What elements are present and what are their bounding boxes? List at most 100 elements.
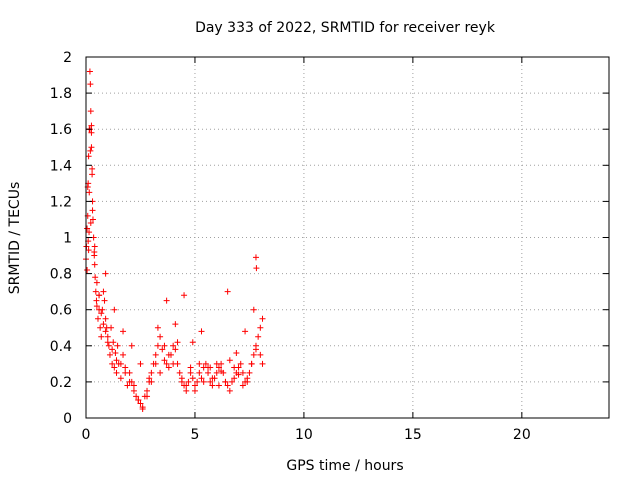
data-point bbox=[94, 315, 101, 322]
data-point bbox=[137, 400, 144, 407]
data-point bbox=[189, 375, 196, 382]
data-point bbox=[85, 247, 92, 254]
data-point bbox=[189, 339, 196, 346]
data-point bbox=[161, 357, 168, 364]
data-point bbox=[196, 360, 203, 367]
y-tick-label: 1.4 bbox=[50, 158, 72, 174]
data-point bbox=[84, 225, 91, 232]
data-point bbox=[102, 328, 109, 335]
data-point bbox=[88, 129, 95, 136]
chart-title: Day 333 of 2022, SRMTID for receiver rey… bbox=[195, 20, 496, 36]
data-point bbox=[198, 375, 205, 382]
x-axis-title: GPS time / hours bbox=[286, 458, 403, 474]
y-tick-label: 1.6 bbox=[50, 122, 72, 138]
data-point bbox=[105, 342, 112, 349]
x-axis-ticks: 0 5 10 15 20 bbox=[82, 57, 531, 443]
data-point bbox=[111, 364, 118, 371]
data-point bbox=[152, 360, 159, 367]
data-point bbox=[183, 387, 190, 394]
data-point bbox=[104, 339, 111, 346]
data-point bbox=[117, 360, 124, 367]
data-point bbox=[209, 375, 216, 382]
x-tick-label: 0 bbox=[82, 427, 91, 443]
data-point bbox=[248, 360, 255, 367]
data-point bbox=[191, 382, 198, 389]
data-point bbox=[209, 382, 216, 389]
data-point bbox=[196, 369, 203, 376]
data-point bbox=[207, 364, 214, 371]
data-point bbox=[108, 324, 115, 331]
data-point bbox=[88, 122, 95, 129]
data-point bbox=[120, 351, 127, 358]
data-point bbox=[163, 297, 170, 304]
data-point bbox=[235, 371, 242, 378]
data-point bbox=[113, 369, 120, 376]
data-point bbox=[205, 369, 212, 376]
data-point bbox=[87, 147, 94, 154]
data-point bbox=[130, 387, 137, 394]
data-point bbox=[255, 333, 262, 340]
data-point bbox=[133, 393, 140, 400]
data-point bbox=[246, 369, 253, 376]
y-tick-label: 0.4 bbox=[50, 339, 72, 355]
data-point bbox=[146, 375, 153, 382]
data-point bbox=[172, 321, 179, 328]
data-point bbox=[91, 261, 98, 268]
data-point bbox=[237, 360, 244, 367]
data-point bbox=[89, 207, 96, 214]
data-point bbox=[157, 333, 164, 340]
data-point bbox=[111, 306, 118, 313]
data-point bbox=[194, 378, 201, 385]
y-tick-label: 0 bbox=[63, 411, 72, 427]
data-point bbox=[218, 368, 225, 375]
data-point bbox=[183, 382, 190, 389]
data-point bbox=[112, 350, 119, 357]
data-point bbox=[93, 297, 100, 304]
data-point bbox=[124, 382, 131, 389]
data-point bbox=[91, 248, 98, 255]
data-point bbox=[86, 68, 93, 75]
grid-lines bbox=[86, 57, 609, 418]
data-point bbox=[98, 333, 105, 340]
data-point bbox=[92, 274, 99, 281]
y-axis-ticks: 0 0.2 0.4 0.6 0.8 1 1.2 1.4 1.6 1.8 2 bbox=[50, 50, 609, 427]
y-tick-label: 0.2 bbox=[50, 375, 72, 391]
data-point bbox=[87, 81, 94, 88]
data-point bbox=[242, 328, 249, 335]
data-point bbox=[89, 171, 96, 178]
data-point bbox=[172, 346, 179, 353]
data-point bbox=[170, 342, 177, 349]
y-tick-label: 2 bbox=[63, 50, 72, 66]
data-point bbox=[259, 315, 266, 322]
data-point bbox=[98, 310, 105, 317]
data-point bbox=[257, 351, 264, 358]
data-points bbox=[83, 68, 266, 412]
y-tick-label: 0.8 bbox=[50, 267, 72, 283]
data-point bbox=[137, 360, 144, 367]
y-tick-label: 1.2 bbox=[50, 194, 72, 210]
data-point bbox=[102, 270, 109, 277]
data-point bbox=[259, 360, 266, 367]
data-point bbox=[87, 220, 94, 227]
data-point bbox=[185, 378, 192, 385]
data-point bbox=[84, 266, 91, 273]
data-point bbox=[91, 243, 98, 250]
data-point bbox=[109, 346, 116, 353]
data-point bbox=[239, 382, 246, 389]
data-point bbox=[226, 357, 233, 364]
data-point bbox=[152, 351, 159, 358]
data-point bbox=[176, 369, 183, 376]
data-point bbox=[187, 369, 194, 376]
data-point bbox=[200, 378, 207, 385]
y-tick-label: 1.8 bbox=[50, 86, 72, 102]
data-point bbox=[178, 375, 185, 382]
data-point bbox=[154, 342, 161, 349]
data-point bbox=[202, 360, 209, 367]
data-point bbox=[122, 364, 129, 371]
data-point bbox=[231, 364, 238, 371]
data-point bbox=[154, 324, 161, 331]
data-point bbox=[93, 279, 100, 286]
x-tick-label: 10 bbox=[295, 427, 313, 443]
data-point bbox=[224, 382, 231, 389]
